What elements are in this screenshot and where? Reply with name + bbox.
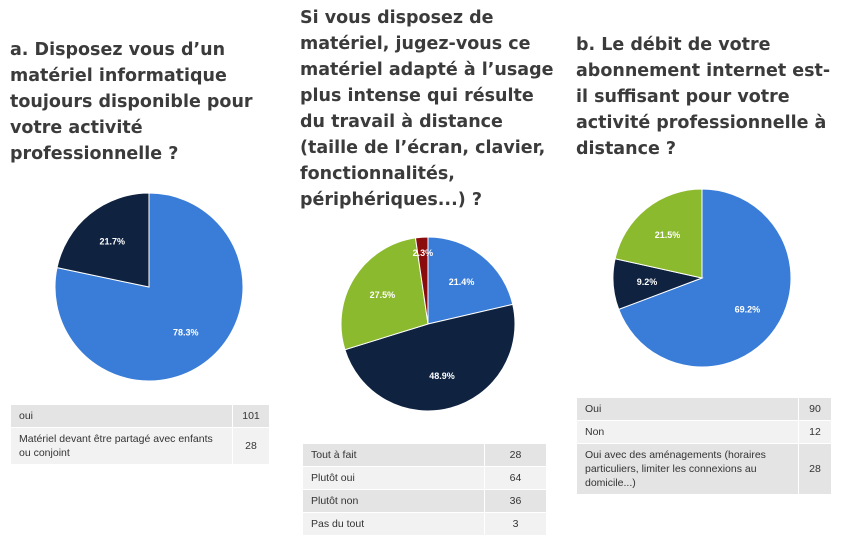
pie-slice-label: 21.5% bbox=[655, 230, 681, 240]
legend-label: Non bbox=[576, 420, 799, 444]
legend-label: Plutôt oui bbox=[302, 466, 485, 490]
pie-slice bbox=[618, 188, 792, 368]
legend-count: 64 bbox=[484, 466, 547, 490]
legend-row: Plutôt oui 64 bbox=[302, 466, 547, 490]
pie-slice bbox=[344, 303, 516, 412]
question-materiel-panel: Si vous disposez de matériel, jugez-vous… bbox=[300, 0, 562, 544]
pie-slice-label: 27.5% bbox=[370, 290, 396, 300]
legend-count: 12 bbox=[798, 420, 832, 444]
pie-slice-label: 69.2% bbox=[735, 304, 761, 314]
question-a-title: a. Disposez vous d’un matériel informati… bbox=[10, 40, 253, 164]
pie-slice-label: 78.3% bbox=[173, 327, 199, 337]
legend-count: 36 bbox=[484, 489, 547, 513]
question-a-pie-chart: 78.3% 21.7% bbox=[54, 192, 244, 382]
legend-label: Pas du tout bbox=[302, 512, 485, 536]
legend-label: Tout à fait bbox=[302, 443, 485, 467]
pie-slice-label: 48.9% bbox=[429, 371, 455, 381]
legend-label: oui bbox=[10, 404, 233, 428]
pie-slice bbox=[427, 236, 514, 325]
pie-slice-label: 2.3% bbox=[413, 248, 434, 258]
legend-row: Non 12 bbox=[576, 420, 832, 444]
legend-count: 28 bbox=[798, 443, 832, 495]
question-b-legend-table: Oui 90 Non 12 Oui avec des aménagements … bbox=[576, 397, 832, 495]
question-b-pie-chart: 69.2% 9.2% 21.5% bbox=[612, 188, 792, 368]
pie-slice bbox=[340, 237, 429, 351]
legend-row: oui 101 bbox=[10, 404, 270, 428]
legend-count: 90 bbox=[798, 397, 832, 421]
legend-label: Oui bbox=[576, 397, 799, 421]
pie-slice-label: 21.7% bbox=[100, 237, 126, 247]
legend-count: 3 bbox=[484, 512, 547, 536]
question-b-title: b. Le débit de votre abonnement internet… bbox=[576, 35, 831, 159]
pie-slice-label: 21.4% bbox=[449, 277, 475, 287]
question-a-panel: a. Disposez vous d’un matériel informati… bbox=[10, 0, 290, 544]
legend-row: Pas du tout 3 bbox=[302, 512, 547, 536]
legend-label: Plutôt non bbox=[302, 489, 485, 513]
question-materiel-legend-table: Tout à fait 28 Plutôt oui 64 Plutôt non … bbox=[302, 443, 547, 536]
legend-row: Oui avec des aménagements (horaires part… bbox=[576, 443, 832, 495]
question-a-legend-table: oui 101 Matériel devant être partagé ave… bbox=[10, 404, 270, 465]
question-b-panel: b. Le débit de votre abonnement internet… bbox=[576, 0, 841, 544]
legend-count: 28 bbox=[484, 443, 547, 467]
question-materiel-title: Si vous disposez de matériel, jugez-vous… bbox=[300, 8, 554, 210]
legend-label: Matériel devant être partagé avec enfant… bbox=[10, 427, 233, 465]
legend-label: Oui avec des aménagements (horaires part… bbox=[576, 443, 799, 495]
legend-row: Plutôt non 36 bbox=[302, 489, 547, 513]
pie-slice bbox=[414, 236, 429, 325]
legend-count: 101 bbox=[232, 404, 270, 428]
legend-row: Matériel devant être partagé avec enfant… bbox=[10, 427, 270, 465]
question-materiel-pie-chart: 21.4% 48.9% 27.5% 2.3% bbox=[340, 236, 516, 412]
pie-slice-label: 9.2% bbox=[637, 277, 658, 287]
legend-count: 28 bbox=[232, 427, 270, 465]
legend-row: Tout à fait 28 bbox=[302, 443, 547, 467]
pie-slice bbox=[56, 192, 150, 288]
legend-row: Oui 90 bbox=[576, 397, 832, 421]
pie-slice bbox=[614, 188, 703, 279]
